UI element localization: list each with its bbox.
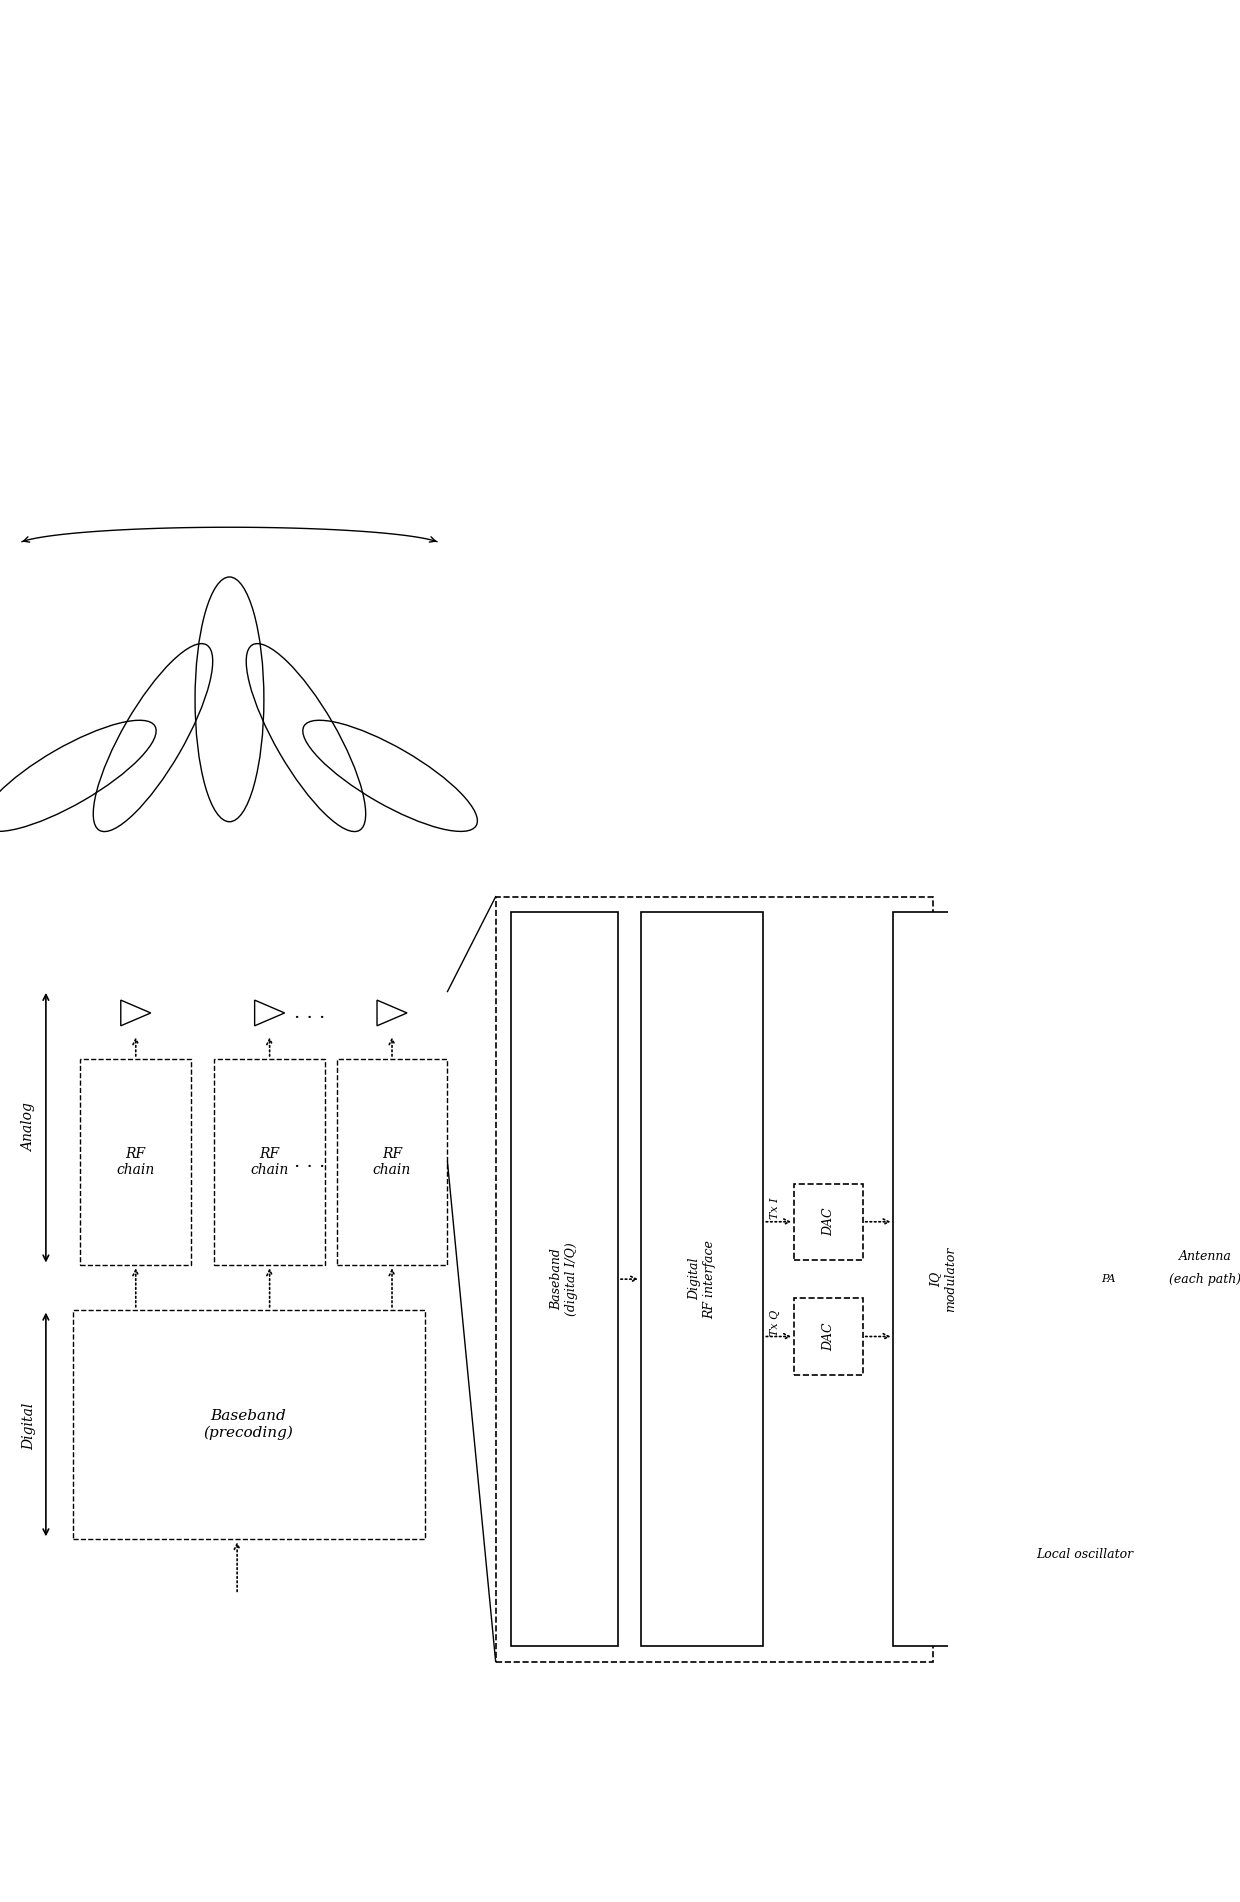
Bar — [794, 1183, 863, 1259]
Text: RF
chain: RF chain — [373, 1147, 412, 1177]
Text: Digital
RF interface: Digital RF interface — [688, 1240, 717, 1318]
Bar — [511, 911, 618, 1647]
Text: Tx Q: Tx Q — [770, 1310, 780, 1335]
Text: DAC: DAC — [822, 1208, 835, 1236]
Bar — [215, 1059, 325, 1265]
Text: Local oscillator: Local oscillator — [1037, 1548, 1133, 1562]
Text: DAC: DAC — [822, 1322, 835, 1350]
Text: Antenna: Antenna — [1179, 1250, 1231, 1263]
Text: . . .: . . . — [294, 1153, 325, 1172]
Text: RF
chain: RF chain — [250, 1147, 289, 1177]
Bar — [336, 1059, 448, 1265]
Text: (each path): (each path) — [1169, 1272, 1240, 1286]
Text: Baseband
(digital I/Q): Baseband (digital I/Q) — [551, 1242, 579, 1316]
Text: Tx I: Tx I — [770, 1196, 780, 1219]
Bar — [794, 1299, 863, 1375]
Bar — [81, 1059, 191, 1265]
Text: PA: PA — [1101, 1274, 1115, 1284]
Text: RF
chain: RF chain — [117, 1147, 155, 1177]
Bar — [496, 896, 934, 1662]
Bar — [893, 911, 993, 1647]
Text: Baseband
(precoding): Baseband (precoding) — [203, 1409, 294, 1440]
Bar — [73, 1310, 424, 1539]
Text: IQ
modulator: IQ modulator — [929, 1246, 957, 1312]
Text: Analog: Analog — [22, 1103, 36, 1153]
Bar — [641, 911, 764, 1647]
Text: Digital: Digital — [22, 1402, 36, 1449]
Text: . . .: . . . — [294, 1004, 325, 1021]
